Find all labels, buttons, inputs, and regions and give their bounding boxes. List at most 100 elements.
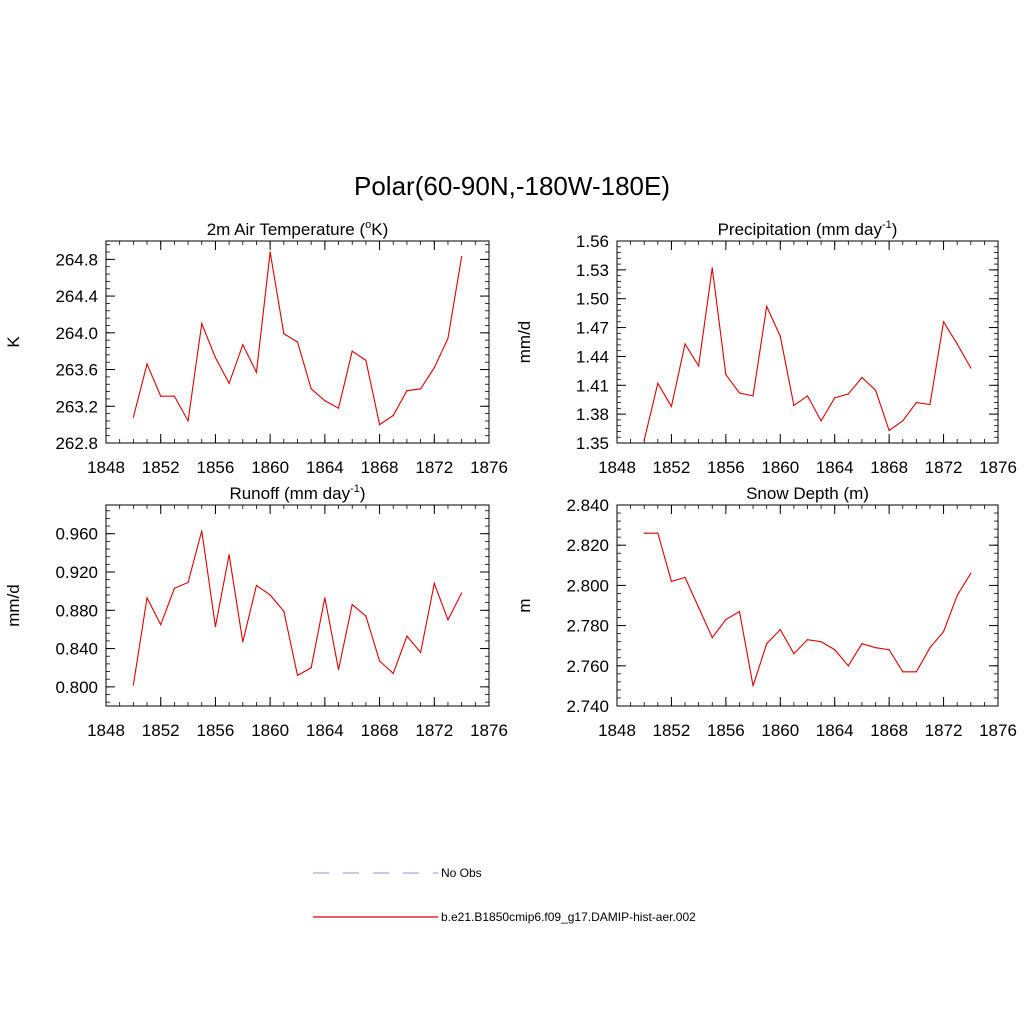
x-tick-label: 1876: [470, 458, 508, 477]
x-tick-label: 1848: [598, 458, 636, 477]
x-tick-label: 1860: [251, 458, 289, 477]
y-tick-label: 1.53: [576, 261, 609, 280]
x-tick-label: 1868: [361, 721, 399, 740]
data-point: [820, 420, 822, 422]
data-point: [296, 341, 299, 343]
data-point: [160, 395, 162, 397]
y-tick-label: 0.800: [55, 678, 98, 697]
legend-label-model: b.e21.B1850cmip6.f09_g17.DAMIP-hist-aer.…: [441, 910, 696, 924]
data-point: [173, 587, 175, 589]
data-point: [970, 367, 972, 369]
data-point: [283, 333, 285, 335]
data-point: [915, 402, 917, 404]
x-tick-label: 1848: [87, 458, 125, 477]
data-point: [337, 407, 340, 409]
data-point: [392, 672, 394, 675]
series-line: [644, 532, 972, 687]
x-tick-label: 1864: [306, 721, 344, 740]
y-tick-label: 264.8: [55, 250, 98, 269]
x-tick-label: 1868: [361, 458, 399, 477]
data-point: [806, 639, 809, 641]
y-tick-label: 1.38: [576, 405, 609, 424]
data-point: [365, 615, 367, 617]
data-point: [255, 371, 258, 373]
data-point: [269, 251, 271, 253]
data-point: [684, 576, 686, 578]
figure-title: Polar(60-90N,-180W-180E): [354, 171, 670, 201]
panel-title-main: Snow Depth (m): [746, 484, 869, 503]
panel-title: Precipitation (mm day-1): [718, 219, 898, 239]
data-point: [738, 610, 741, 613]
data-point: [420, 651, 422, 654]
x-tick-label: 1860: [761, 721, 799, 740]
y-tick-label: 264.0: [55, 324, 98, 343]
x-tick-label: 1864: [816, 458, 854, 477]
data-point: [228, 382, 230, 384]
y-tick-label: 1.41: [576, 376, 609, 395]
data-point: [711, 267, 713, 269]
data-point: [173, 395, 175, 397]
series-line: [132, 530, 463, 686]
data-point: [310, 667, 312, 669]
panel-4: 1848 1852 1856 1860 1864 1868 1872 1876 2.740 2.7…: [515, 484, 1017, 740]
data-point: [834, 397, 836, 399]
data-point: [187, 581, 189, 584]
y-axis-label: K: [4, 336, 23, 348]
data-point: [806, 395, 809, 397]
data-point: [929, 647, 931, 649]
data-point: [643, 439, 645, 441]
data-point: [670, 580, 673, 582]
plot-frame: [616, 504, 999, 707]
data-point: [324, 400, 326, 402]
data-point: [657, 382, 659, 384]
data-point: [698, 365, 700, 367]
panel-title: Runoff (mm day-1): [229, 483, 365, 503]
x-tick-label: 1848: [598, 721, 636, 740]
legend-label-no-obs: No Obs: [441, 866, 482, 880]
y-axis-label: mm/d: [4, 584, 23, 627]
data-point: [351, 350, 353, 352]
data-point: [461, 256, 463, 258]
data-point: [324, 597, 326, 599]
data-point: [365, 359, 367, 361]
data-point: [766, 643, 768, 645]
x-tick-label: 1852: [142, 458, 180, 477]
panel-title-sup: -1: [882, 219, 892, 231]
data-point: [779, 335, 781, 337]
panel-title-end: K): [371, 220, 388, 239]
data-point: [255, 584, 258, 587]
x-tick-label: 1852: [142, 721, 180, 740]
data-point: [902, 671, 904, 673]
data-point: [738, 392, 741, 394]
data-point: [766, 305, 768, 308]
panel-title-end: ): [360, 484, 366, 503]
panel-title-main: Runoff (mm day: [229, 484, 350, 503]
data-point: [970, 572, 972, 574]
data-point: [643, 532, 645, 534]
panel-2: 1848 1852 1856 1860 1864 1868 1872 1876 1.35 1.38…: [515, 219, 1017, 477]
data-point: [861, 643, 863, 645]
data-point: [670, 405, 673, 408]
data-point: [847, 393, 849, 395]
data-point: [433, 367, 435, 369]
x-tick-label: 1856: [707, 721, 745, 740]
data-point: [874, 647, 877, 649]
data-point: [752, 395, 754, 397]
x-tick-label: 1856: [197, 458, 235, 477]
data-point: [684, 343, 686, 345]
data-point: [956, 343, 958, 345]
y-tick-label: 263.6: [55, 361, 98, 380]
data-point: [725, 374, 727, 376]
data-point: [378, 424, 381, 426]
data-point: [392, 414, 394, 417]
y-tick-label: 1.56: [576, 232, 609, 251]
y-tick-label: 2.840: [566, 496, 609, 515]
data-point: [187, 420, 189, 422]
x-tick-label: 1852: [653, 721, 691, 740]
data-point: [242, 641, 244, 643]
y-tick-label: 2.800: [566, 576, 609, 595]
x-tick-label: 1876: [470, 721, 508, 740]
x-tick-label: 1856: [197, 721, 235, 740]
x-tick-label: 1876: [979, 458, 1017, 477]
data-point: [420, 388, 422, 390]
